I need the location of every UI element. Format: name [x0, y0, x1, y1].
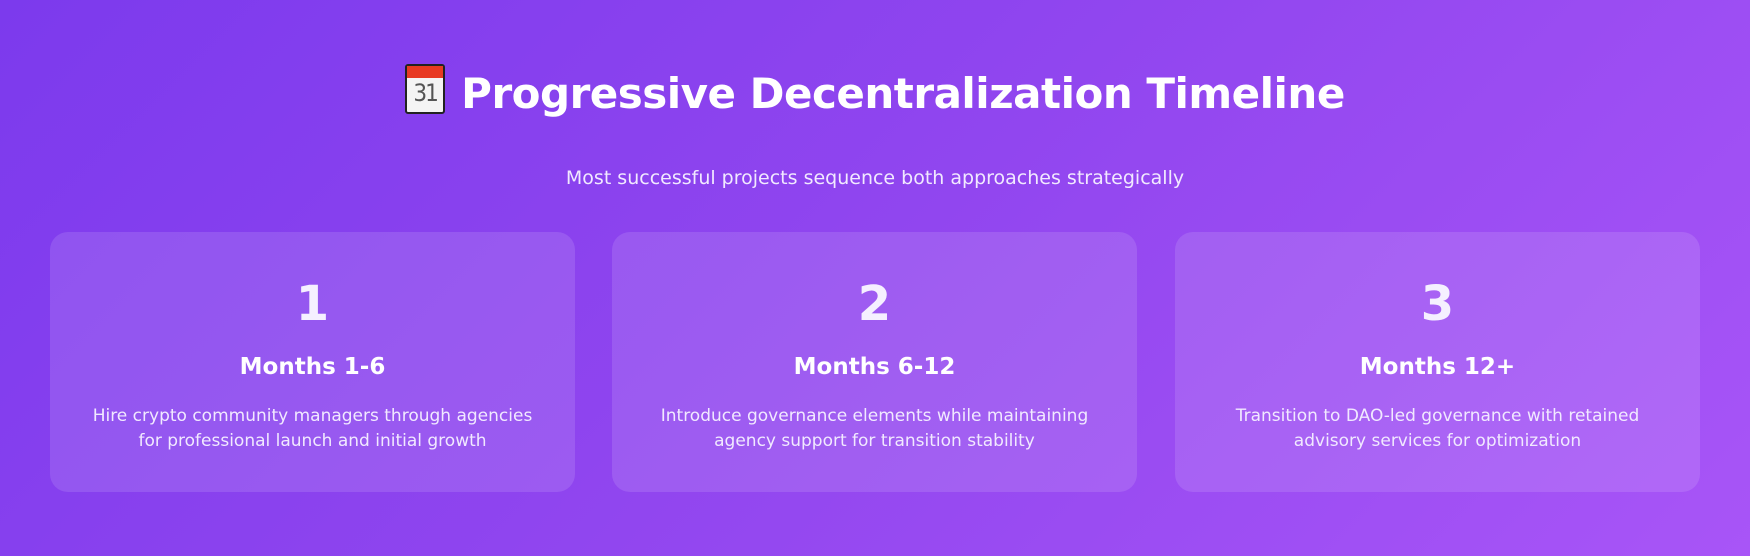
phase-number: 1 [295, 276, 330, 332]
phase-description: Hire crypto community managers through a… [92, 406, 533, 451]
page-title: 31 Progressive Decentralization Timeline [0, 64, 1750, 118]
phase-card-2: 2 Months 6-12 Introduce governance eleme… [612, 232, 1137, 492]
phase-number: 3 [1420, 276, 1455, 332]
calendar-icon: 31 [405, 64, 446, 114]
phase-period: Months 6-12 [793, 354, 956, 380]
phase-period: Months 1-6 [239, 354, 386, 380]
calendar-icon-date: 31 [413, 79, 438, 107]
phase-description: Introduce governance elements while main… [660, 406, 1089, 451]
page-subtitle: Most successful projects sequence both a… [565, 167, 1185, 189]
title-text: Progressive Decentralization Timeline [461, 69, 1345, 118]
phase-card-3: 3 Months 12+ Transition to DAO-led gover… [1175, 232, 1700, 492]
phase-description: Transition to DAO-led governance with re… [1235, 406, 1640, 451]
phase-number: 2 [857, 276, 892, 332]
phase-card-1: 1 Months 1-6 Hire crypto community manag… [50, 232, 575, 492]
phase-period: Months 12+ [1359, 354, 1516, 380]
